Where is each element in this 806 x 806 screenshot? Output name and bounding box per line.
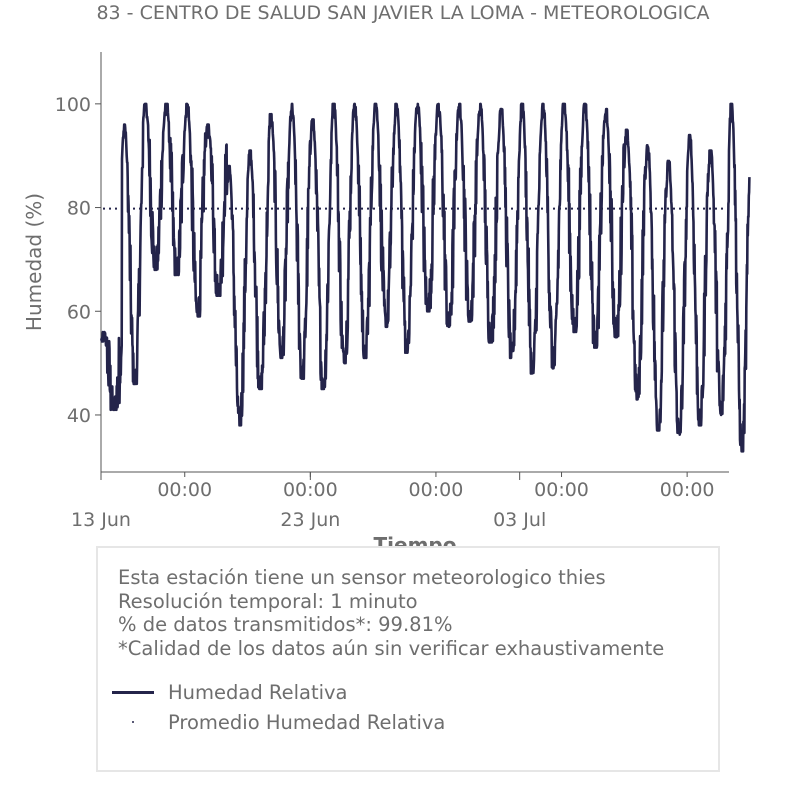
y-axis-ticks: 40 60 80 100: [55, 94, 101, 427]
x-minor-tick-label: 00:00: [157, 479, 212, 501]
chart-axes: [100, 52, 729, 473]
x-major-tick-label: 23 Jun: [280, 509, 340, 531]
info-line-resolution: Resolución temporal: 1 minuto: [118, 589, 418, 613]
info-box: Esta estación tiene un sensor meteorolog…: [96, 546, 720, 772]
legend-swatch-dotted-line: [110, 710, 156, 734]
chart-title: 83 - CENTRO DE SALUD SAN JAVIER LA LOMA …: [96, 2, 710, 24]
legend-label-humidity: Humedad Relativa: [168, 680, 348, 704]
legend-label-mean: Promedio Humedad Relativa: [168, 710, 446, 734]
info-line-transmission: % de datos transmitidos*: 99.81%: [118, 613, 453, 636]
legend-swatch-solid-line: [110, 680, 156, 704]
legend-item-mean: Promedio Humedad Relativa: [110, 710, 445, 734]
x-minor-tick-label: 00:00: [283, 479, 338, 501]
y-tick-label: 100: [55, 94, 91, 116]
x-minor-tick-label: 00:00: [660, 479, 715, 501]
legend-item-humidity: Humedad Relativa: [110, 680, 348, 704]
info-line-sensor: Esta estación tiene un sensor meteorolog…: [118, 566, 606, 589]
x-major-tick-label: 13 Jun: [71, 509, 131, 531]
x-axis-ticks: 00:00 00:00 00:00 00:00 00:00 13 Jun 23 Jun 03 …: [71, 472, 715, 531]
plot-area: [100, 102, 751, 453]
humidity-series-line: [100, 102, 751, 453]
x-minor-tick-label: 00:00: [534, 479, 589, 501]
info-line-quality-note: *Calidad de los datos aún sin verificar …: [118, 636, 665, 660]
y-tick-label: 80: [67, 198, 91, 220]
y-tick-label: 60: [67, 301, 91, 323]
y-axis-label: Humedad (%): [22, 192, 46, 332]
y-tick-label: 40: [67, 405, 91, 427]
x-minor-tick-label: 00:00: [409, 479, 464, 501]
info-text: Esta estación tiene un sensor meteorolog…: [118, 566, 664, 660]
x-major-tick-label: 03 Jul: [493, 509, 546, 531]
